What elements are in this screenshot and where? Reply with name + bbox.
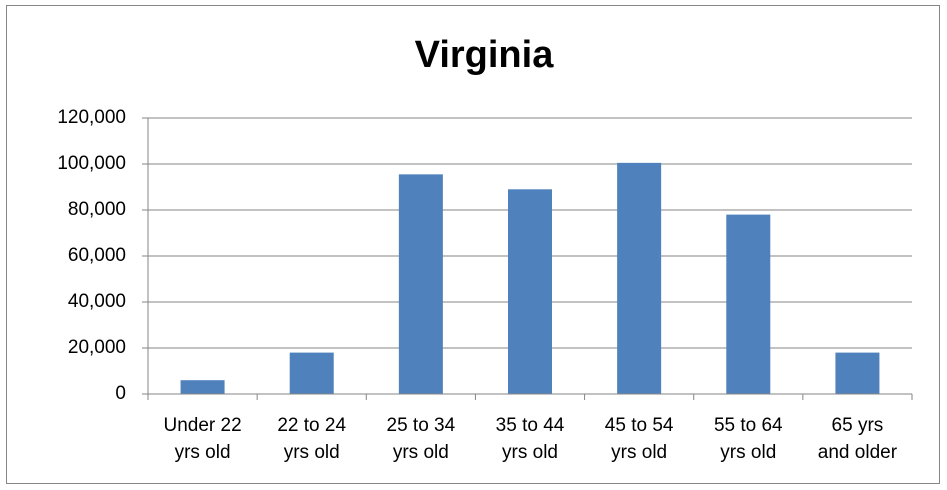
y-tick-label: 40,000: [68, 291, 126, 312]
bar: [289, 352, 334, 394]
y-tick-label: 0: [115, 383, 126, 404]
x-tick-label: 55 to 64 yrs old: [713, 415, 783, 463]
bar: [617, 162, 662, 394]
y-tick-label: 100,000: [57, 153, 126, 174]
x-tick-label: 65 yrs and older: [817, 415, 898, 463]
bar: [726, 214, 771, 394]
y-tick-label: 120,000: [57, 107, 126, 128]
x-tick-label: 45 to 54 yrs old: [604, 415, 674, 463]
x-tick-label: 25 to 34 yrs old: [386, 415, 456, 463]
y-tick-label: 60,000: [68, 245, 126, 266]
x-tick-label: 22 to 24 yrs old: [277, 415, 347, 463]
chart-title: Virginia: [415, 34, 555, 76]
bar: [180, 380, 225, 394]
y-tick-label: 80,000: [68, 199, 126, 220]
x-tick-label: 35 to 44 yrs old: [495, 415, 565, 463]
bar: [398, 174, 443, 394]
bar: [508, 189, 552, 394]
x-tick-label: Under 22 yrs old: [163, 415, 242, 463]
bar: [835, 352, 880, 394]
y-tick-label: 20,000: [68, 337, 126, 358]
chart-border: [6, 5, 940, 484]
